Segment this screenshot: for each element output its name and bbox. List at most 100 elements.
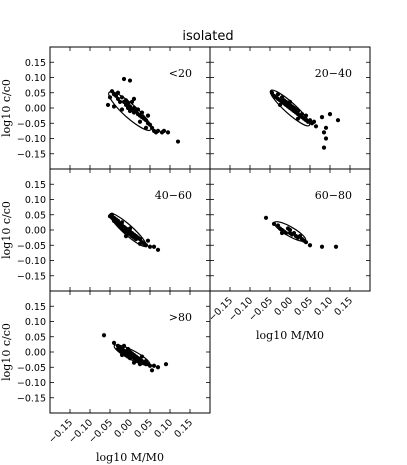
y-tick-label: −0.05 [17,241,46,252]
data-point [131,360,137,365]
y-tick-label: 0.10 [25,317,46,328]
y-tick-label: −0.05 [17,363,46,374]
y-tick-label: 0.15 [25,58,46,69]
data-point [313,124,319,129]
data-point [303,113,309,118]
y-tick-label: 0.05 [25,88,46,99]
data-point [127,104,133,109]
x-tick-label: 0.15 [172,417,195,440]
data-point [111,340,117,345]
data-point [319,115,325,120]
data-point [109,212,115,217]
data-point [123,234,129,239]
data-point [279,230,285,236]
data-point [125,101,131,106]
x-tick-label: 0.05 [292,295,315,318]
data-point [283,230,289,236]
ellipse-contour [269,89,311,127]
data-point [121,343,127,348]
y-tick-label: −0.15 [17,271,46,282]
x-axis-label: log10 M/M0 [256,329,324,342]
data-point [319,244,325,249]
data-point [151,244,157,249]
data-point [263,215,269,220]
data-point [109,89,115,94]
data-point [149,125,155,130]
panel-label: >80 [169,311,192,324]
data-point [137,119,143,124]
panel-label: 40−60 [155,189,192,202]
y-tick-label: 0.10 [25,73,46,84]
data-point [323,136,329,141]
y-tick-label: 0.00 [25,104,46,115]
data-point [137,362,143,367]
data-point [107,95,113,100]
data-point [101,333,107,338]
data-point [121,76,127,82]
panel-1: 0.15 0.10 0.05 0.00 −0.05 −0.10 −0.15 log10 c/c… [0,46,211,170]
panel-label: 20−40 [315,67,352,80]
y-tick-label: −0.10 [17,134,46,145]
data-point [275,223,281,228]
data-point [147,122,153,127]
data-point [175,139,181,144]
y-tick-label: 0.15 [25,180,46,191]
data-point [165,130,171,135]
y-axis-label: log10 c/c0 [0,201,13,259]
data-point [135,107,141,112]
panel-label: 60−80 [315,189,352,202]
data-point [123,98,129,103]
data-point [115,96,121,101]
y-tick-label: 0.15 [25,302,46,313]
panel-label: <20 [169,67,192,80]
y-tick-label: −0.15 [17,149,46,160]
data-point [131,105,137,111]
y-tick-label: −0.15 [17,393,46,404]
data-point [147,244,153,249]
data-point [321,145,327,150]
data-point [125,346,131,352]
data-point [149,368,155,373]
data-point [155,247,161,252]
data-point [161,128,167,133]
y-tick-label: 0.05 [25,332,46,343]
x-tick-label: 0.15 [332,295,355,318]
data-point [119,95,125,100]
data-point [287,99,293,104]
data-point [287,227,293,233]
data-point [143,243,149,248]
data-point [271,221,277,226]
y-tick-label: 0.00 [25,226,46,237]
data-point [275,92,281,97]
data-point [139,110,145,115]
data-point [147,363,153,368]
x-tick-label: 0.10 [152,417,175,440]
y-axis-label: log10 c/c0 [0,323,13,381]
data-point [333,244,339,249]
data-point [137,241,143,246]
data-point [115,346,121,352]
data-point [307,118,313,123]
x-tick-label: 0.10 [312,295,335,318]
panel-2: 20−40 [209,46,371,170]
data-point [151,363,157,368]
data-point [297,234,303,239]
data-point [105,102,111,108]
data-point [295,116,301,121]
data-point [117,99,123,104]
y-tick-label: −0.10 [17,378,46,389]
data-point [155,128,161,133]
x-axis-label: log10 M/M0 [96,451,164,464]
data-point [115,218,121,223]
data-point [131,96,137,101]
x-tick-label: 0.00 [112,417,135,440]
y-tick-label: 0.10 [25,195,46,206]
data-point [127,226,133,231]
data-point [119,220,125,225]
data-point [279,95,285,100]
x-tick-label: 0.05 [132,417,155,440]
data-point [311,119,317,124]
data-point [327,112,333,117]
data-point [155,365,161,370]
